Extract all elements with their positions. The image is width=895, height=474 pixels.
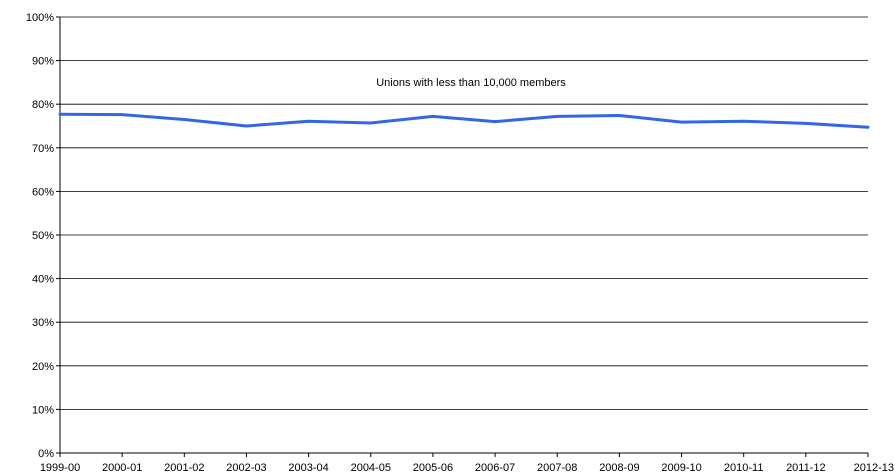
data-point [804, 122, 807, 125]
data-point [121, 113, 124, 116]
data-point [742, 120, 745, 123]
x-tick-label: 2012-13 [854, 462, 894, 474]
x-tick-label: 2005-06 [413, 462, 453, 474]
data-point [369, 121, 372, 124]
y-tick-label: 20% [32, 361, 54, 373]
data-point [867, 126, 870, 129]
y-tick-labels: 0% 10% 20% 30% 40% 50% 60% 70% 80% 90% 100% [26, 12, 54, 460]
data-point [307, 120, 310, 123]
data-point [618, 114, 621, 117]
x-tick-labels: 1999-00 2000-01 2001-02 2002-03 2003-04 2004-… [40, 453, 894, 474]
y-tick-label: 70% [32, 143, 54, 155]
data-point [431, 115, 434, 118]
data-point [183, 118, 186, 121]
y-tick-label: 50% [32, 230, 54, 242]
x-tick-label: 2009-10 [661, 462, 701, 474]
x-tick-label: 2002-03 [226, 462, 266, 474]
series-group [59, 113, 870, 129]
data-point [680, 121, 683, 124]
data-point [59, 113, 62, 116]
y-tick-label: 0% [38, 448, 54, 460]
data-point [245, 125, 248, 128]
data-point [494, 120, 497, 123]
x-tick-label: 2003-04 [288, 462, 328, 474]
x-tick-label: 2008-09 [599, 462, 639, 474]
x-tick-label: 2006-07 [475, 462, 515, 474]
y-tick-label: 60% [32, 186, 54, 198]
chart-annotation: Unions with less than 10,000 members [376, 77, 566, 89]
series-line [60, 114, 868, 127]
x-tick-label: 2010-11 [724, 462, 764, 474]
x-tick-label: 2011-12 [786, 462, 826, 474]
y-tick-label: 40% [32, 274, 54, 286]
y-tick-label: 30% [32, 317, 54, 329]
y-tick-label: 10% [32, 404, 54, 416]
data-point [556, 115, 559, 118]
y-tick-label: 80% [32, 99, 54, 111]
y-tick-label: 90% [32, 56, 54, 68]
x-tick-label: 2007-08 [537, 462, 577, 474]
x-tick-label: 2001-02 [164, 462, 204, 474]
x-tick-label: 1999-00 [40, 462, 80, 474]
x-tick-label: 2004-05 [351, 462, 391, 474]
x-tick-label: 2000-01 [102, 462, 142, 474]
y-tick-label: 100% [26, 12, 54, 24]
